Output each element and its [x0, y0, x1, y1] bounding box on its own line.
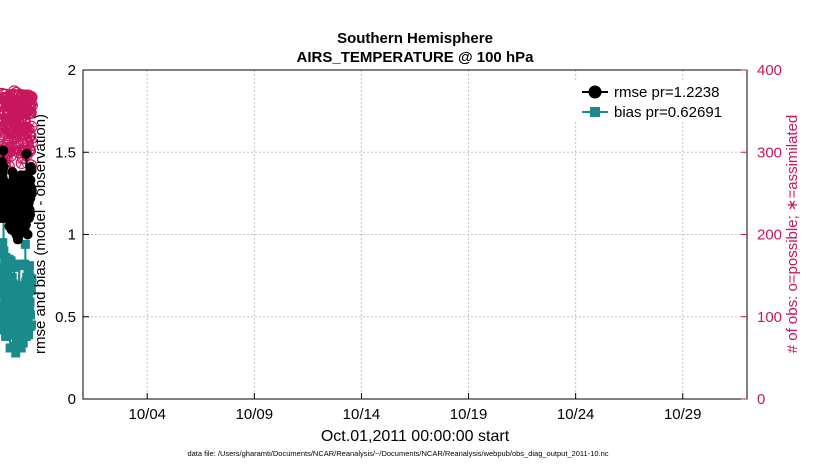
rmse-point — [21, 148, 32, 159]
rmse-point — [0, 162, 9, 173]
series-layer — [0, 85, 38, 358]
x-tick-label: 10/09 — [236, 406, 274, 423]
y-tick-label-left: 0.5 — [55, 309, 76, 326]
y-tick-label-left: 1 — [68, 227, 76, 244]
legend-bias-label: bias pr=0.62691 — [614, 104, 722, 121]
y-tick-label-right: 400 — [757, 62, 782, 79]
bias-point — [11, 338, 21, 348]
y-axis-label-left: rmse and bias (model - observation) — [32, 114, 49, 354]
y-tick-label-right: 100 — [757, 309, 782, 326]
bias-point — [18, 338, 28, 348]
legend: rmse pr=1.2238 bias pr=0.62691 — [574, 80, 738, 122]
obs-assimilated-point — [25, 136, 38, 149]
y-tick-label-right: 0 — [757, 391, 765, 408]
x-tick-label: 10/29 — [664, 406, 702, 423]
legend-rmse-marker — [588, 85, 602, 99]
bias-point — [24, 267, 34, 277]
bias-point — [2, 264, 12, 274]
bias-point — [0, 246, 9, 256]
y-axis-label-right: # of obs: o=possible; ∗=assimilated — [784, 115, 801, 354]
x-tick-label: 10/14 — [343, 406, 381, 423]
x-axis-label: Oct.01,2011 00:00:00 start — [321, 428, 510, 445]
x-tick-label: 10/19 — [450, 406, 488, 423]
bias-point — [26, 285, 36, 295]
bias-point — [7, 272, 17, 282]
bias-point — [0, 271, 10, 281]
bias-point — [25, 297, 35, 307]
rmse-point — [26, 188, 37, 199]
ticks-layer: 10/04 10/09 10/14 10/19 10/24 10/2900.511.520… — [55, 62, 782, 423]
rmse-point — [25, 209, 36, 220]
x-tick-label: 10/24 — [557, 406, 595, 423]
bias-point — [2, 276, 12, 286]
rmse-point — [22, 229, 33, 240]
chart-title: Southern Hemisphere — [337, 30, 493, 47]
bias-point — [0, 238, 8, 248]
legend-bias-marker — [590, 107, 600, 117]
rmse-point — [26, 165, 37, 176]
y-tick-label-left: 0 — [68, 391, 76, 408]
legend-box — [574, 80, 738, 122]
bias-point — [24, 330, 34, 340]
bias-point — [27, 320, 37, 330]
footnote: data file: /Users/gharamti/Documents/NCA… — [187, 449, 608, 458]
bias-point — [6, 256, 16, 266]
bias-point — [20, 239, 30, 249]
y-tick-label-right: 300 — [757, 144, 782, 161]
obs-assimilated-point — [24, 106, 37, 119]
bias-point — [9, 262, 19, 272]
bias-point — [26, 310, 36, 320]
bias-point — [16, 343, 26, 353]
y-tick-label-left: 2 — [68, 62, 76, 79]
bias-point — [25, 304, 35, 314]
bias-point — [27, 276, 37, 286]
bias-point — [24, 261, 34, 271]
obs-possible-point — [25, 91, 38, 104]
rmse-point — [0, 145, 9, 156]
grid — [83, 70, 747, 399]
y-tick-label-right: 200 — [757, 227, 782, 244]
bias-point — [5, 343, 15, 353]
obs-assimilated-point — [25, 120, 38, 133]
bias-point — [20, 299, 30, 309]
bias-point — [14, 259, 24, 269]
bias-point — [11, 348, 21, 358]
rmse-point — [25, 175, 36, 186]
y-tick-label-left: 1.5 — [55, 144, 76, 161]
chart-subtitle: AIRS_TEMPERATURE @ 100 hPa — [297, 49, 535, 66]
legend-rmse-label: rmse pr=1.2238 — [614, 84, 719, 101]
x-tick-label: 10/04 — [128, 406, 166, 423]
